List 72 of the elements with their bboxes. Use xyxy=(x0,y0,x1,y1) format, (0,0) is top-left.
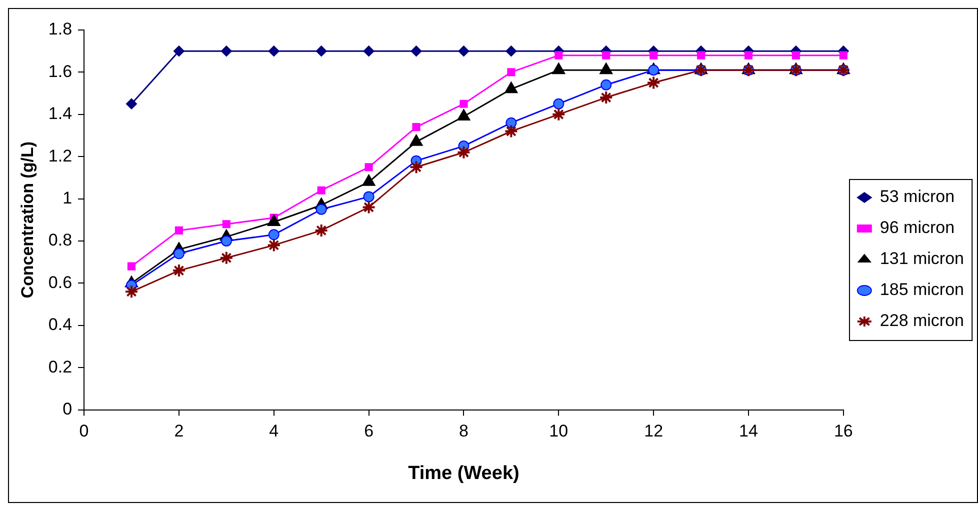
point xyxy=(602,51,610,60)
point xyxy=(316,204,327,215)
y-tick-label: 0 xyxy=(62,399,72,418)
x-tick-label: 0 xyxy=(79,422,89,441)
point xyxy=(744,51,753,60)
point xyxy=(172,264,186,278)
x-tick-label: 16 xyxy=(834,422,853,441)
point xyxy=(792,51,800,60)
y-tick-label: 0.2 xyxy=(48,357,72,376)
point xyxy=(553,98,564,110)
x-tick-label: 4 xyxy=(269,422,279,441)
point xyxy=(839,51,848,60)
point xyxy=(648,64,660,76)
point xyxy=(266,238,281,252)
point xyxy=(506,46,517,57)
y-tick-label: 0.8 xyxy=(48,230,72,250)
y-tick-label: 0.4 xyxy=(48,315,72,334)
point xyxy=(268,46,280,57)
x-tick-label: 2 xyxy=(174,422,184,441)
point xyxy=(696,51,706,60)
point xyxy=(362,200,376,214)
point xyxy=(314,223,328,238)
point xyxy=(267,214,280,226)
point xyxy=(412,123,420,132)
point xyxy=(220,46,232,57)
point xyxy=(316,46,327,57)
point xyxy=(410,46,422,57)
x-tick-label: 14 xyxy=(739,422,758,441)
x-axis-title: Time (Week) xyxy=(408,462,520,484)
point xyxy=(554,51,563,60)
point xyxy=(504,124,518,138)
point xyxy=(506,117,517,128)
point xyxy=(124,284,138,299)
legend-label: 96 micron xyxy=(880,218,955,238)
legend-label: 131 micron xyxy=(880,249,964,268)
y-tick-label: 1.4 xyxy=(48,104,72,124)
point xyxy=(127,262,136,270)
point xyxy=(219,250,234,265)
point xyxy=(600,79,612,90)
point xyxy=(552,107,566,122)
legend-label: 185 micron xyxy=(880,280,964,300)
point xyxy=(460,100,468,108)
y-axis-title: Concentration (g/L) xyxy=(18,142,37,298)
x-tick-label: 12 xyxy=(644,422,664,441)
x-tick-label: 8 xyxy=(458,422,468,441)
legend-label: 53 micron xyxy=(880,187,955,206)
point xyxy=(220,236,232,246)
legend-label: 228 micron xyxy=(880,311,964,330)
point xyxy=(458,46,470,57)
point xyxy=(599,90,614,105)
point xyxy=(173,46,184,57)
point xyxy=(650,51,658,60)
point xyxy=(174,226,183,234)
y-tick-label: 1.2 xyxy=(48,146,72,166)
y-tick-label: 0.6 xyxy=(48,272,72,292)
y-tick-label: 1.8 xyxy=(48,20,72,39)
point xyxy=(646,76,661,90)
point xyxy=(456,145,471,160)
point xyxy=(222,220,230,228)
x-tick-label: 6 xyxy=(364,422,374,441)
point xyxy=(268,229,280,240)
point xyxy=(317,186,326,194)
point xyxy=(363,46,374,57)
point xyxy=(364,163,373,172)
point xyxy=(363,191,374,202)
point xyxy=(126,98,137,110)
x-tick-label: 10 xyxy=(549,422,568,441)
y-tick-label: 1 xyxy=(62,188,72,208)
point xyxy=(409,160,424,174)
y-tick-label: 1.6 xyxy=(48,62,72,81)
point xyxy=(173,248,184,260)
point xyxy=(507,68,516,76)
